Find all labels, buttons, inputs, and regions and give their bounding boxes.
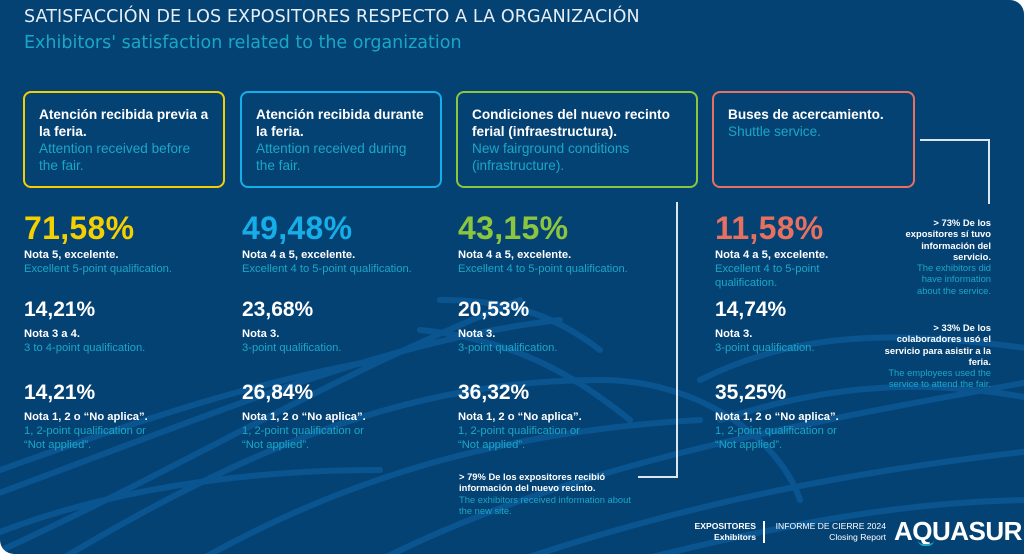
stat-shuttle-mid: 14,74% Nota 3. 3-point qualification. <box>715 298 915 355</box>
logo-wave-icon <box>918 540 934 546</box>
card-title-en: Attention received during the fair. <box>256 141 407 173</box>
stat-label-en: 3-point qualification. <box>715 342 815 354</box>
stat-label-en: Excellent 5-point qualification. <box>24 263 173 275</box>
stat-shuttle-low: 35,25% Nota 1, 2 o “No aplica”. 1, 2-poi… <box>715 381 855 452</box>
shuttle-info-note: > 73% De los expositores sí tuvo informa… <box>896 217 991 296</box>
stat-value: 26,84% <box>242 381 314 404</box>
footer-report-es: INFORME DE CIERRE 2024 <box>775 521 886 531</box>
footer-section: EXPOSITORES Exhibitors <box>680 521 756 547</box>
stat-value: 14,21% <box>24 298 96 321</box>
card-title-es: Atención recibida durante la feria. <box>256 107 424 139</box>
stat-during-fair-mid: 23,68% Nota 3. 3-point qualification. <box>242 298 442 355</box>
stat-pre-fair-low: 14,21% Nota 1, 2 o “No aplica”. 1, 2-poi… <box>24 381 164 452</box>
footer-section-en: Exhibitors <box>713 531 756 542</box>
stat-label-en: 3 to 4-point qualification. <box>24 342 146 354</box>
stat-label-en: Excellent 4 to 5-point qualification. <box>242 263 412 275</box>
footer-report: INFORME DE CIERRE 2024 Closing Report <box>770 521 886 547</box>
stat-value: 36,32% <box>458 381 530 404</box>
card-title-en: Attention received before the fair. <box>39 141 191 173</box>
stat-label-en: 1, 2-point qualification or “Not applied… <box>24 425 146 451</box>
stat-label-en: 1, 2-point qualification or “Not applied… <box>715 425 837 451</box>
card-during-fair: Atención recibida durante la feria. Atte… <box>240 91 442 188</box>
card-shuttle: Buses de acercamiento. Shuttle service. <box>712 91 915 188</box>
shuttle-usage-note: > 33% De los colaboradores usó el servic… <box>880 322 991 390</box>
note-es: > 79% De los expositores recibió informa… <box>459 471 606 494</box>
stat-label-es: Nota 5, excelente. <box>24 249 119 261</box>
page-subtitle: Exhibitors' satisfaction related to the … <box>24 33 462 53</box>
stat-label-es: Nota 3 a 4. <box>24 328 80 340</box>
stat-label-es: Nota 3. <box>715 328 753 340</box>
card-title-es: Atención recibida previa a la feria. <box>39 107 209 139</box>
stat-value: 20,53% <box>458 298 530 321</box>
stat-value: 49,48% <box>242 210 353 246</box>
footer-report-en: Closing Report <box>829 531 886 542</box>
aquasur-logo: AQUASUR <box>894 516 1022 546</box>
stat-label-en: 3-point qualification. <box>458 342 558 354</box>
stat-during-fair-low: 26,84% Nota 1, 2 o “No aplica”. 1, 2-poi… <box>242 381 382 452</box>
note-es: > 33% De los colaboradores usó el servic… <box>884 322 991 367</box>
stat-label-es: Nota 1, 2 o “No aplica”. <box>458 411 582 423</box>
stat-value: 14,21% <box>24 381 96 404</box>
card-title-en: New fairground conditions (infrastructur… <box>472 141 630 173</box>
stat-value: 35,25% <box>715 381 787 404</box>
stat-fairground-low: 36,32% Nota 1, 2 o “No aplica”. 1, 2-poi… <box>458 381 598 452</box>
stat-label-es: Nota 3. <box>458 328 496 340</box>
stat-value: 43,15% <box>458 210 569 246</box>
shuttle-connector-vertical <box>988 139 990 204</box>
card-title-en: Shuttle service. <box>728 124 821 139</box>
card-fairground: Condiciones del nuevo recinto ferial (in… <box>456 91 698 188</box>
note-en: The exhibitors did have information abou… <box>916 262 991 296</box>
note-es: > 73% De los expositores sí tuvo informa… <box>905 217 991 262</box>
fairground-info-note: > 79% De los expositores recibió informa… <box>459 471 634 516</box>
connector-line-horizontal <box>638 476 678 478</box>
stat-label-es: Nota 3. <box>242 328 280 340</box>
stat-label-es: Nota 4 a 5, excelente. <box>242 249 356 261</box>
footer-divider <box>763 521 765 543</box>
stat-label-en: 1, 2-point qualification or “Not applied… <box>242 425 364 451</box>
stat-label-es: Nota 1, 2 o “No aplica”. <box>24 411 148 423</box>
note-en: The exhibitors received information abou… <box>459 493 631 516</box>
connector-line-vertical <box>676 202 678 477</box>
stat-pre-fair-mid: 14,21% Nota 3 a 4. 3 to 4-point qualific… <box>24 298 224 355</box>
stat-label-en: Excellent 4 to 5-point qualification. <box>715 263 820 289</box>
stat-label-es: Nota 4 a 5, excelente. <box>715 249 829 261</box>
stat-pre-fair-excellent: 71,58% Nota 5, excelente. Excellent 5-po… <box>24 211 224 276</box>
stat-value: 11,58% <box>715 210 824 246</box>
stat-label-es: Nota 1, 2 o “No aplica”. <box>242 411 366 423</box>
card-title-es: Condiciones del nuevo recinto ferial (in… <box>472 107 670 139</box>
stat-fairground-excellent: 43,15% Nota 4 a 5, excelente. Excellent … <box>458 211 668 276</box>
page-title: SATISFACCIÓN DE LOS EXPOSITORES RESPECTO… <box>24 7 640 27</box>
stat-fairground-mid: 20,53% Nota 3. 3-point qualification. <box>458 298 658 355</box>
note-en: The employees used the service to attend… <box>888 367 991 390</box>
stat-label-en: 1, 2-point qualification or “Not applied… <box>458 425 580 451</box>
stat-label-es: Nota 1, 2 o “No aplica”. <box>715 411 839 423</box>
stat-shuttle-excellent: 11,58% Nota 4 a 5, excelente. Excellent … <box>715 211 840 290</box>
stat-label-es: Nota 4 a 5, excelente. <box>458 249 572 261</box>
stat-during-fair-excellent: 49,48% Nota 4 a 5, excelente. Excellent … <box>242 211 452 276</box>
stat-value: 23,68% <box>242 298 314 321</box>
card-title-es: Buses de acercamiento. <box>728 107 884 122</box>
stat-value: 71,58% <box>24 210 135 246</box>
card-pre-fair: Atención recibida previa a la feria. Att… <box>23 91 225 188</box>
footer-section-es: EXPOSITORES <box>694 521 756 531</box>
stat-value: 14,74% <box>715 298 787 321</box>
stat-label-en: 3-point qualification. <box>242 342 342 354</box>
shuttle-connector-horizontal <box>920 139 990 141</box>
stat-label-en: Excellent 4 to 5-point qualification. <box>458 263 628 275</box>
